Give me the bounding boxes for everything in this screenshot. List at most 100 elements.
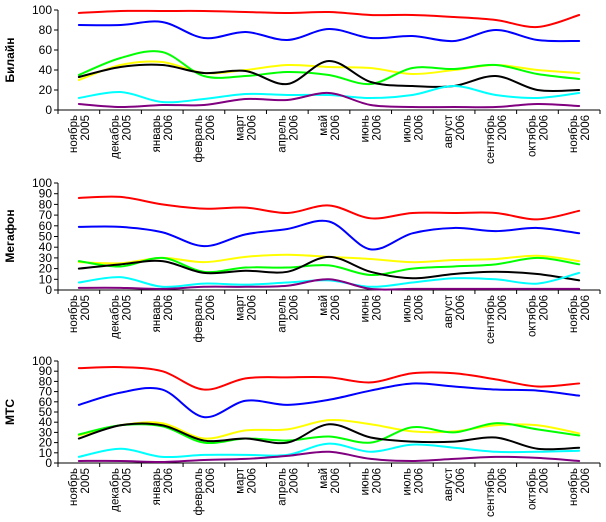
x-tick-month: июль — [401, 468, 413, 496]
series-line — [77, 366, 581, 391]
x-tick-year: 2005 — [80, 468, 92, 494]
y-tick-label: 0 — [45, 103, 52, 117]
series-line — [77, 219, 581, 251]
x-tick-label: январь 2006 — [151, 295, 175, 332]
y-tick-label: 70 — [39, 208, 53, 222]
series-line — [77, 442, 581, 459]
x-tick-month: апрель — [276, 295, 288, 333]
y-tick-label: 30 — [39, 425, 53, 439]
x-tick-label: май 2006 — [318, 115, 342, 141]
series-line — [77, 382, 581, 419]
x-tick-year: 2006 — [413, 295, 425, 321]
x-tick-year: 2006 — [497, 468, 509, 494]
x-tick-year: 2006 — [205, 115, 217, 141]
y-tick-label: 80 — [39, 23, 53, 37]
chart-title: Билайн — [3, 38, 17, 83]
x-tick-label: октябрь 2006 — [526, 295, 550, 337]
x-tick-year: 2006 — [205, 468, 217, 494]
x-tick-year: 2006 — [538, 115, 550, 141]
x-tick-year: 2006 — [205, 295, 217, 321]
x-tick-month: ноябрь — [568, 468, 580, 506]
x-tick-label: сентябрь 2006 — [485, 115, 509, 164]
x-tick-year: 2006 — [247, 115, 259, 141]
x-tick-month: май — [318, 468, 330, 489]
x-tick-label: январь 2006 — [151, 468, 175, 505]
x-tick-label: октябрь 2006 — [526, 468, 550, 510]
x-tick-year: 2006 — [163, 468, 175, 494]
x-tick-label: июнь 2006 — [360, 115, 384, 142]
x-tick-month: май — [318, 115, 330, 136]
x-tick-month: декабрь — [110, 115, 122, 159]
x-tick-year: 2006 — [288, 115, 300, 141]
x-tick-year: 2006 — [580, 115, 592, 141]
x-tick-label: март 2006 — [235, 467, 259, 493]
x-tick-year: 2006 — [330, 295, 342, 321]
series-line — [77, 85, 581, 104]
x-tick-year: 2005 — [80, 115, 92, 141]
x-tick-year: 2006 — [372, 115, 384, 141]
x-tick-label: ноябрь 2006 — [568, 468, 592, 506]
series-line — [77, 255, 581, 282]
series-line — [77, 271, 581, 288]
series-line — [77, 419, 581, 440]
x-tick-month: март — [235, 294, 247, 320]
x-tick-label: ноябрь 2005 — [68, 468, 92, 506]
y-tick-label: 0 — [45, 456, 52, 470]
series-line — [77, 9, 581, 29]
x-tick-year: 2006 — [247, 295, 259, 321]
x-tick-year: 2005 — [122, 295, 134, 321]
y-tick-label: 20 — [39, 436, 53, 450]
x-tick-label: сентябрь 2006 — [485, 468, 509, 517]
x-tick-year: 2006 — [580, 295, 592, 321]
series-line — [77, 450, 581, 463]
x-tick-year: 2006 — [455, 115, 467, 141]
x-tick-label: апрель 2006 — [276, 115, 300, 153]
x-tick-label: июнь 2006 — [360, 295, 384, 322]
x-tick-year: 2006 — [413, 115, 425, 141]
x-tick-label: ноябрь 2006 — [568, 115, 592, 153]
x-tick-month: июль — [401, 295, 413, 323]
x-tick-year: 2006 — [330, 468, 342, 494]
x-tick-label: апрель 2006 — [276, 295, 300, 333]
x-tick-month: октябрь — [526, 468, 538, 510]
series-line — [77, 422, 581, 451]
y-tick-label: 10 — [39, 272, 53, 286]
x-tick-month: январь — [151, 295, 163, 332]
x-tick-month: июль — [401, 115, 413, 143]
x-tick-year: 2006 — [497, 295, 509, 321]
x-tick-year: 2006 — [372, 295, 384, 321]
x-tick-month: март — [235, 114, 247, 140]
y-tick-label: 40 — [39, 63, 53, 77]
x-tick-month: сентябрь — [485, 295, 497, 344]
x-tick-month: сентябрь — [485, 115, 497, 164]
series-line — [77, 20, 581, 43]
x-tick-year: 2006 — [330, 115, 342, 141]
y-tick-label: 0 — [45, 283, 52, 297]
x-tick-label: май 2006 — [318, 295, 342, 321]
x-tick-year: 2006 — [580, 468, 592, 494]
y-tick-label: 100 — [32, 176, 52, 190]
x-tick-month: октябрь — [526, 295, 538, 337]
x-tick-label: июль 2006 — [401, 468, 425, 496]
y-tick-label: 100 — [32, 354, 52, 368]
y-tick-label: 90 — [39, 364, 53, 378]
x-tick-label: июнь 2006 — [360, 468, 384, 495]
x-tick-month: январь — [151, 468, 163, 505]
x-tick-year: 2006 — [538, 295, 550, 321]
x-tick-month: декабрь — [110, 468, 122, 512]
y-tick-label: 40 — [39, 415, 53, 429]
x-tick-year: 2005 — [80, 295, 92, 321]
series-line — [77, 256, 581, 277]
x-tick-month: сентябрь — [485, 468, 497, 517]
x-tick-label: февраль 2006 — [193, 295, 217, 342]
x-tick-year: 2006 — [247, 468, 259, 494]
x-tick-label: март 2006 — [235, 294, 259, 320]
x-tick-year: 2006 — [288, 295, 300, 321]
x-tick-year: 2006 — [413, 468, 425, 494]
x-tick-label: ноябрь 2005 — [68, 115, 92, 153]
x-tick-month: апрель — [276, 115, 288, 153]
chart-title: МТС — [3, 399, 17, 425]
y-tick-label: 50 — [39, 405, 53, 419]
